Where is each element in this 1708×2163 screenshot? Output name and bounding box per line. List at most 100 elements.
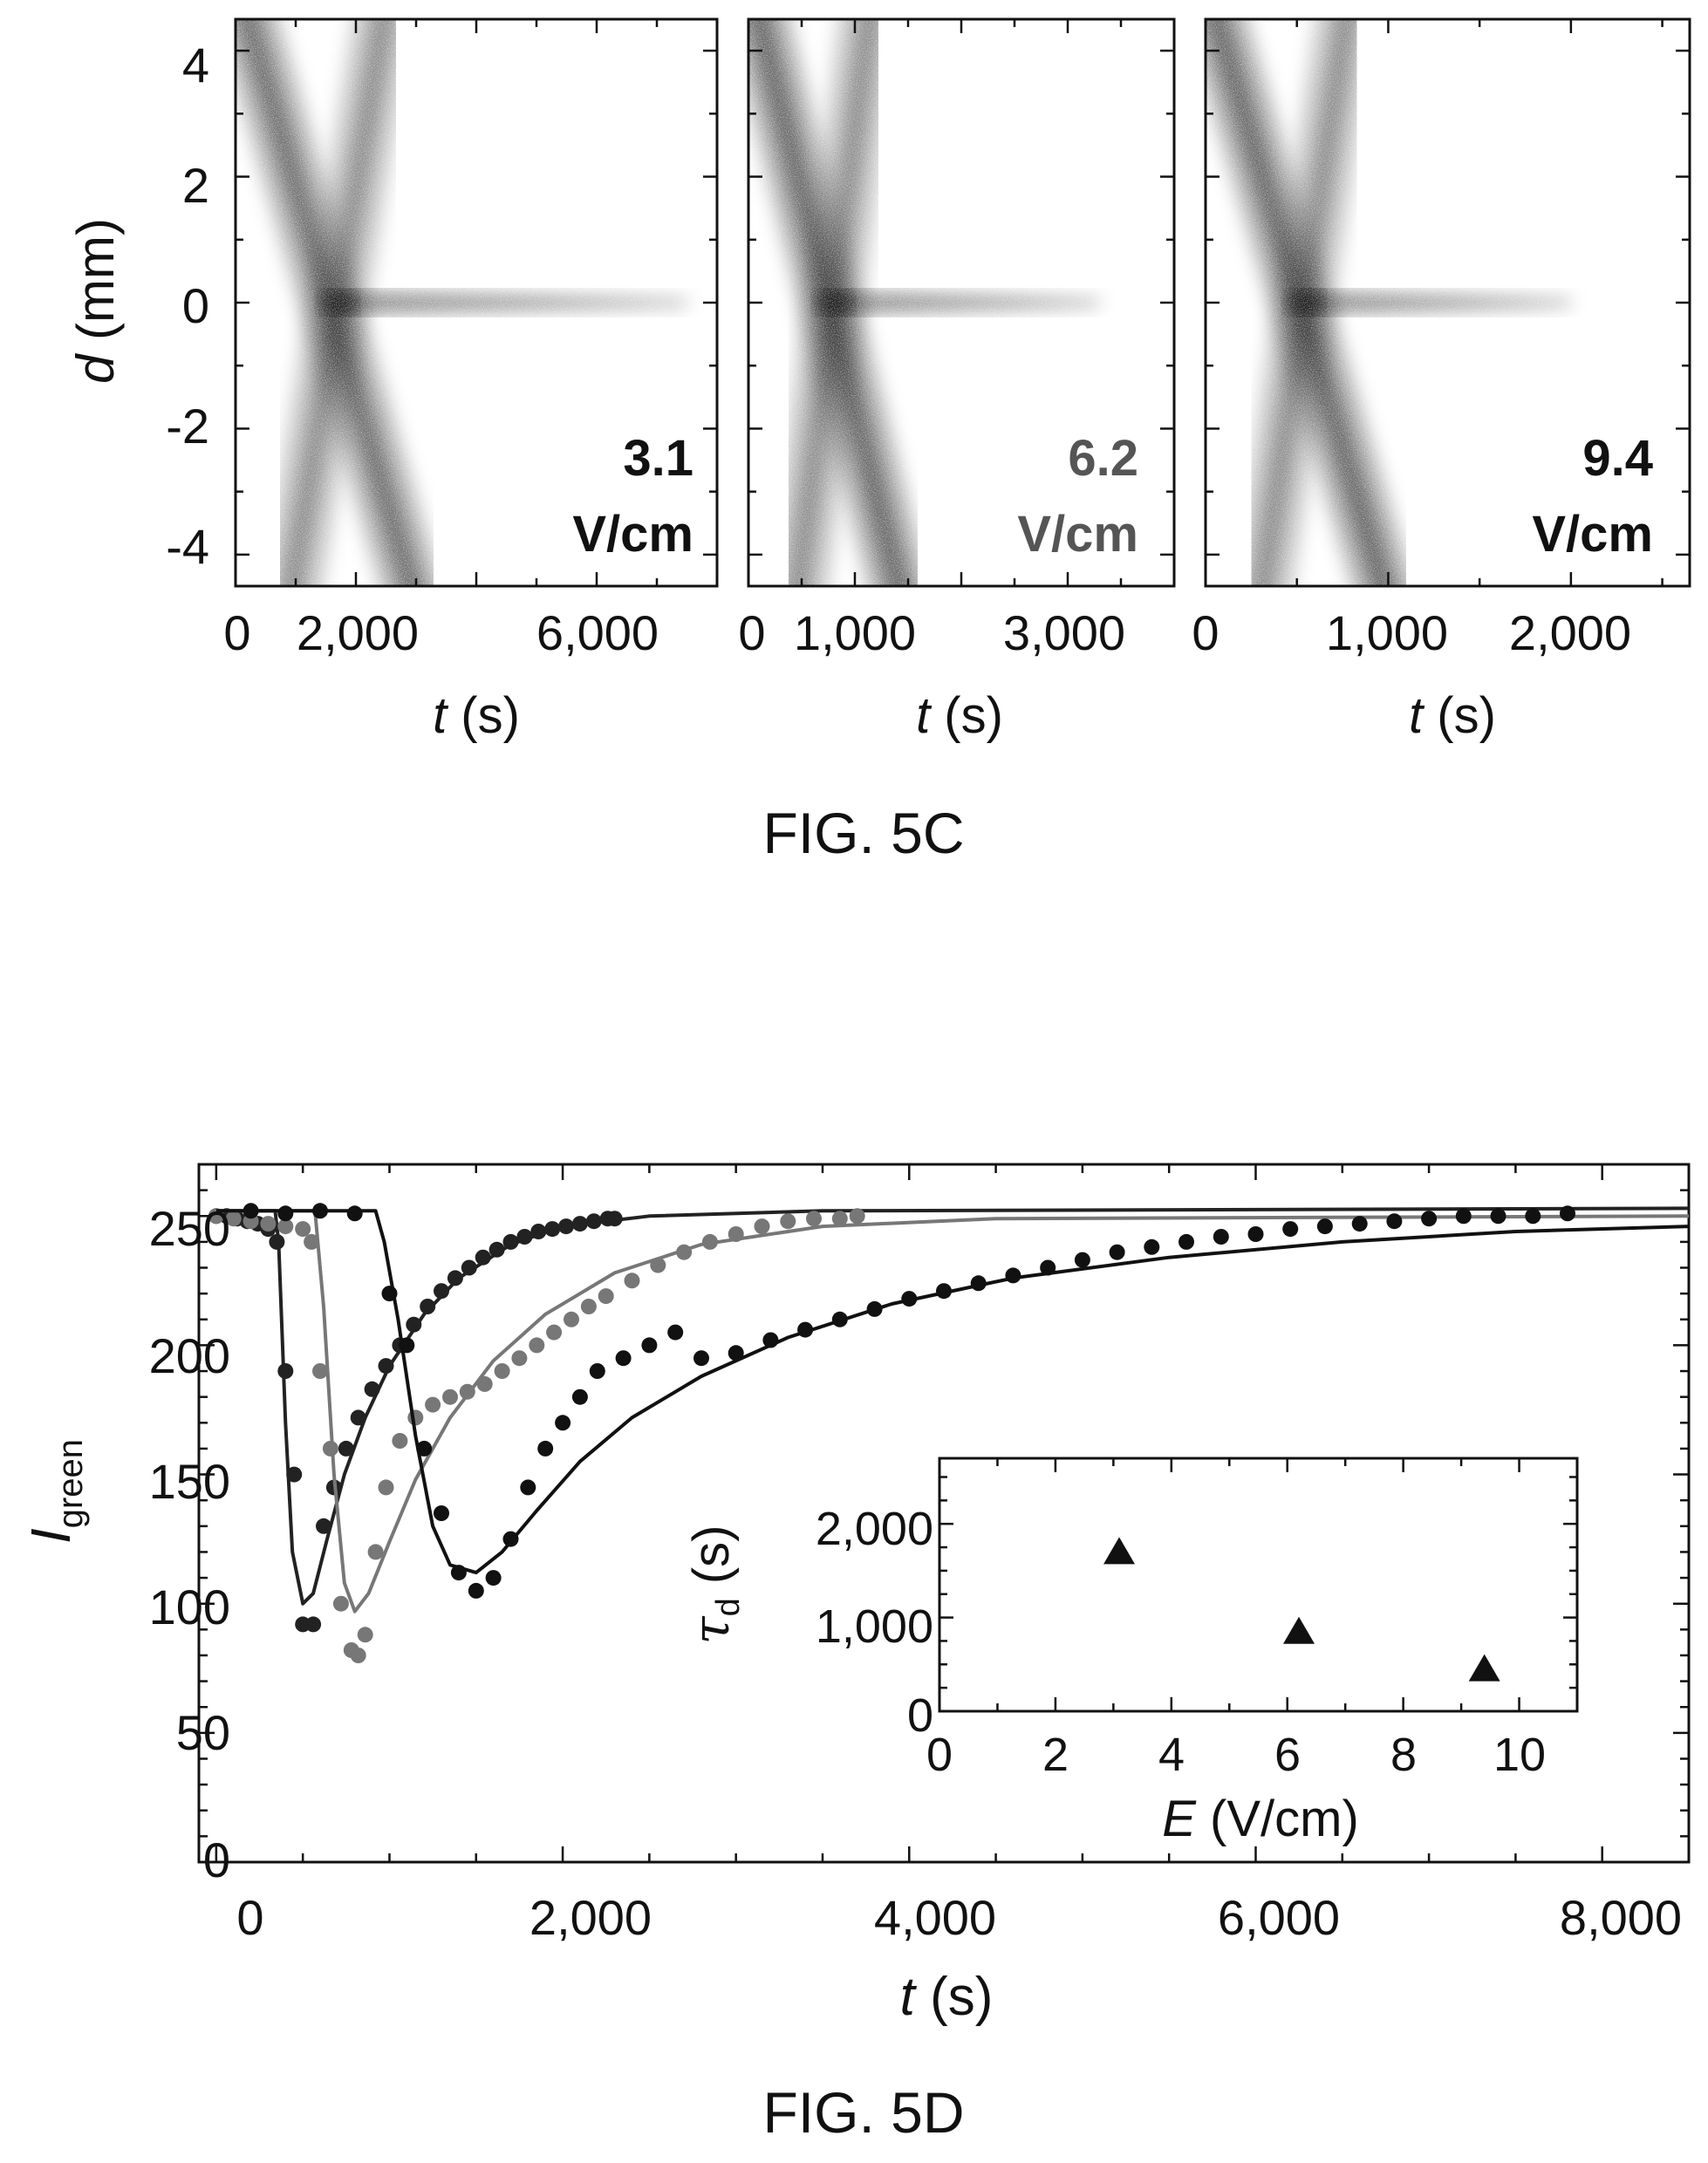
data-point-series-3 [1213,1229,1229,1245]
data-point-series-2 [728,1226,744,1242]
fig5c-panel-2-xtick: 0 [738,605,765,660]
data-point-series-3 [520,1479,536,1496]
heatmap-grain [748,19,1174,586]
data-point-series-3 [537,1440,554,1457]
data-point-series-3 [346,1205,363,1222]
data-point-series-2 [357,1627,373,1643]
data-point-series-1 [420,1299,436,1314]
data-point-series-3 [502,1531,519,1547]
data-point-series-1 [305,1616,322,1633]
data-point-series-3 [1351,1216,1368,1232]
inset-triangle-marker [1103,1537,1136,1565]
data-point-series-2 [407,1409,424,1426]
data-point-series-2 [442,1389,458,1405]
data-point-series-1 [434,1283,449,1300]
data-point-series-1 [488,1241,505,1258]
fig5d: Igreen 0 2,000 4,000 6,000 8,000 0 50 10… [19,1163,1691,2145]
data-point-series-2 [459,1383,475,1400]
fig5d-inset-ytick: 2,000 [816,1503,933,1555]
data-point-series-3 [312,1203,328,1219]
fig5c-panel-2-heatmap [748,19,1174,586]
fig5c-caption: FIG. 5C [762,801,964,865]
data-point-series-3 [1560,1205,1575,1222]
fig5c-panel-1-xtick: 6,000 [536,605,659,660]
data-point-series-1 [406,1316,422,1333]
data-point-series-3 [936,1283,952,1300]
fig5c-ytick: 2 [182,158,209,213]
data-point-series-2 [260,1216,277,1232]
fig5c-panel-3-heatmap [1206,19,1690,586]
fig5c-ytick: 0 [182,278,209,333]
fig5c-panel-3-xlabel: t (s) [1409,687,1496,744]
data-point-series-3 [1179,1233,1194,1250]
fig5c-panel-2-value: 6.2 [1068,430,1138,487]
data-point-series-3 [866,1300,883,1317]
data-point-series-2 [476,1375,493,1392]
data-point-series-1 [286,1466,303,1483]
data-point-series-2 [831,1211,848,1227]
data-point-series-1 [516,1229,533,1245]
fig5c-panel-2-xtick: 1,000 [794,605,916,660]
fig5c-panel-1-xtick: 2,000 [297,605,419,660]
data-point-series-2 [754,1218,770,1235]
data-point-series-3 [615,1350,632,1367]
data-point-series-3 [243,1203,259,1219]
fig5c-panel-3-xtick: 1,000 [1326,605,1448,660]
data-point-series-3 [1109,1244,1125,1260]
fig5d-ytick: 150 [149,1454,230,1509]
fig5c-ytick: 4 [182,38,209,92]
data-point-series-1 [447,1270,463,1286]
fig5c-panel-1-xlabel: t (s) [433,687,520,744]
fig5d-inset-ytick: 0 [907,1689,933,1742]
fig5d-inset-xtick: 2 [1042,1729,1069,1781]
data-point-series-3 [277,1205,294,1222]
data-point-series-2 [598,1288,614,1305]
fig5c-ytick: -2 [166,399,209,454]
fig5c-ytick: -4 [166,519,209,574]
data-point-series-2 [701,1233,718,1250]
data-point-series-1 [269,1233,285,1250]
data-point-series-3 [1144,1238,1160,1255]
data-point-series-2 [676,1244,693,1260]
data-point-series-2 [624,1273,640,1289]
data-point-series-2 [350,1648,366,1663]
data-point-series-3 [381,1286,398,1302]
fig5d-xtick: 6,000 [1218,1890,1340,1945]
heatmap-grain [236,19,717,586]
data-point-series-2 [494,1363,510,1379]
data-point-series-2 [780,1213,796,1230]
fig5d-inset-x-label: E (V/cm) [1162,1791,1359,1847]
fig5c-panel-3: 9.4 V/cm 0 1,000 2,000 t (s) [1192,17,1691,744]
data-point-series-2 [511,1350,528,1367]
data-point-series-3 [1316,1218,1333,1235]
data-point-series-2 [564,1311,579,1327]
data-point-series-1 [558,1218,574,1235]
fig5d-inset-xtick: 4 [1158,1729,1185,1781]
data-point-series-2 [322,1440,338,1457]
data-point-series-3 [1386,1213,1403,1230]
data-point-series-2 [650,1257,666,1273]
inset-triangle-marker [1468,1654,1500,1682]
fig5c-panel-1-xtick: 0 [223,605,250,660]
fig5d-frame [197,1163,1691,1864]
data-point-series-2 [277,1218,294,1235]
data-point-series-3 [399,1337,415,1354]
data-point-series-3 [693,1350,709,1367]
fig5d-inset-y-label: τd (s) [681,1525,747,1645]
data-point-series-2 [304,1233,320,1250]
data-point-series-1 [530,1224,547,1239]
data-point-series-3 [571,1389,588,1405]
fig5d-inset: τd (s) 0 1,000 2,000 0 2 4 6 8 10 E (V/c… [681,1457,1579,1847]
data-point-series-3 [901,1291,918,1307]
fig5d-y-label: Igreen [19,1439,90,1544]
fig5d-x-label: t (s) [900,1967,994,2027]
data-point-series-2 [332,1595,349,1612]
fig5c-panel-3-unit: V/cm [1532,506,1653,563]
fig5d-ytick: 250 [149,1201,230,1256]
data-point-series-1 [544,1221,561,1238]
data-point-series-3 [970,1275,987,1292]
data-point-series-3 [1005,1267,1021,1284]
data-point-series-2 [312,1363,328,1379]
fig5c-panel-1: 3.1 V/cm 0 2,000 6,000 t (s) [223,17,719,744]
fig5d-xtick: 2,000 [529,1890,652,1945]
